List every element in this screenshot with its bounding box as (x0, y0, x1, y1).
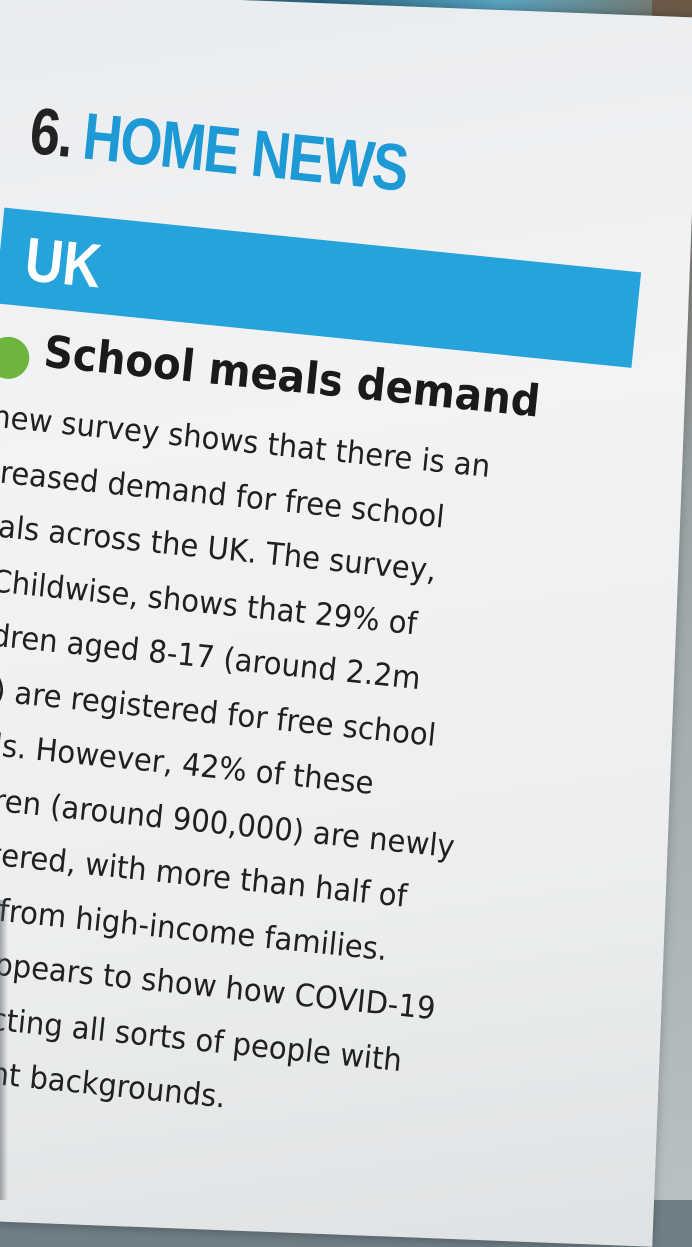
page-content: 6.HOME NEWS UK School meals demand A new… (0, 62, 692, 1115)
section-heading: 6.HOME NEWS (27, 92, 411, 206)
region-label: UK (21, 225, 105, 302)
green-bullet-icon (0, 334, 32, 381)
section-title: HOME NEWS (79, 98, 411, 205)
article-body: A new survey shows that there is an incr… (0, 387, 611, 1157)
page-shadow-edge (0, 900, 8, 1200)
section-number: 6. (26, 93, 76, 171)
